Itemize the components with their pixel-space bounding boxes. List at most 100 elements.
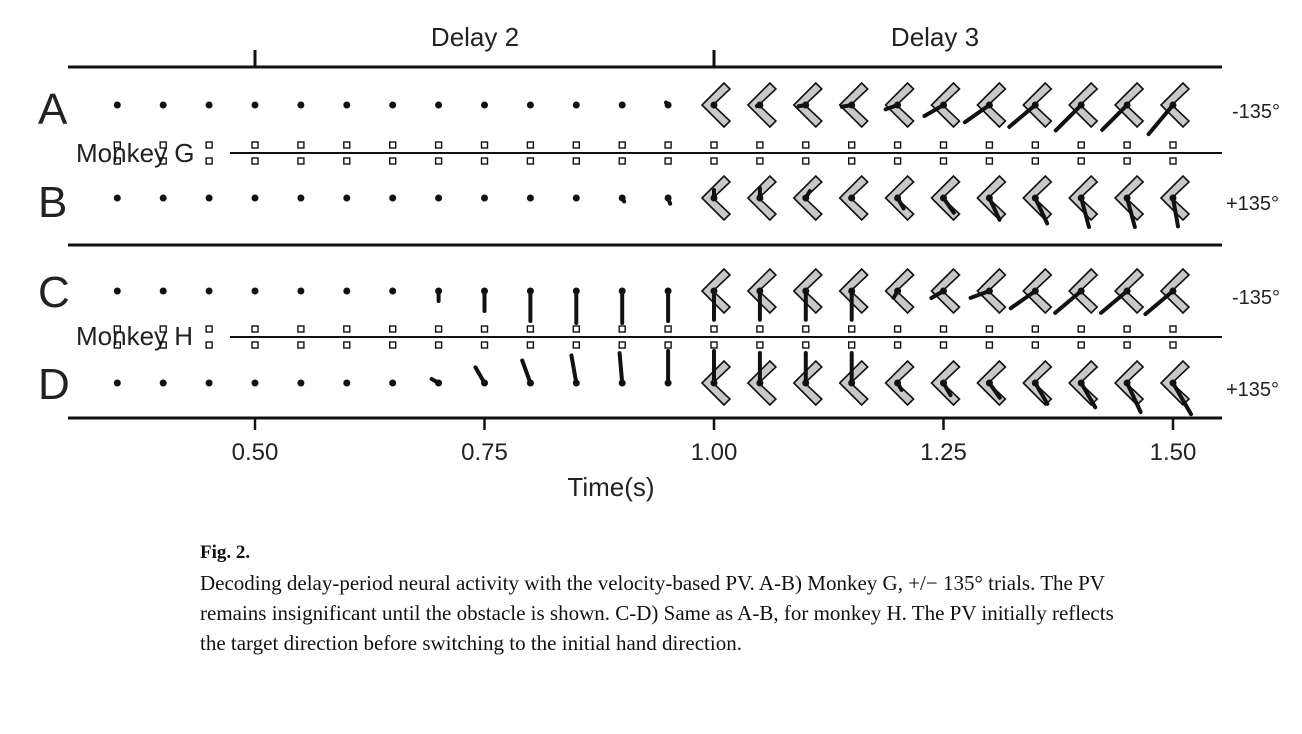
pv-dot — [756, 101, 764, 109]
pv-marks — [113, 81, 1193, 417]
pv-dot — [343, 101, 351, 109]
pv-vector — [1125, 381, 1143, 415]
pv-vector — [1033, 196, 1050, 226]
obstacle-chevron — [1113, 174, 1145, 222]
target-marker — [297, 141, 305, 149]
target-marker — [848, 157, 856, 165]
pv-dot — [894, 101, 902, 109]
pv-dot — [297, 101, 305, 109]
target-marker — [205, 325, 213, 333]
pv-dot — [205, 194, 213, 202]
pv-dot — [389, 101, 397, 109]
target-marker — [389, 141, 397, 149]
panel-row-c — [113, 267, 1191, 325]
pv-vector — [1053, 103, 1084, 133]
obstacle-chevron — [1022, 359, 1053, 407]
pv-dot — [159, 194, 167, 202]
caption-title: Fig. 2. — [200, 542, 251, 563]
panel-letter-a: A — [38, 85, 68, 134]
pv-dot — [1077, 379, 1085, 387]
pv-dot — [1123, 101, 1131, 109]
target-marker — [113, 341, 122, 349]
pv-vector — [987, 196, 1002, 222]
x-axis-label: Time(s) — [567, 472, 654, 502]
pv-vector — [617, 351, 625, 385]
pv-dot — [343, 379, 351, 387]
target-marker — [480, 157, 489, 165]
target-marker — [1123, 157, 1131, 165]
pv-dot — [435, 379, 443, 387]
target-marker — [159, 341, 167, 349]
target-marker — [526, 341, 535, 349]
panel-letter-c: C — [38, 268, 70, 317]
delay-3-label: Delay 3 — [891, 22, 979, 52]
pv-dot — [664, 379, 672, 387]
obstacle-chevron — [746, 81, 778, 129]
target-marker — [664, 341, 672, 349]
panel-row-a — [113, 81, 1191, 137]
pv-dot — [297, 379, 305, 387]
target-marker — [389, 325, 397, 333]
target-marker — [985, 341, 994, 349]
target-marker — [159, 325, 167, 333]
obstacle-chevron — [930, 81, 961, 129]
target-marker — [664, 157, 672, 165]
pv-dot — [297, 194, 305, 202]
target-marker — [297, 325, 305, 333]
x-axis: 0.50 0.75 1.00 1.25 1.50 — [232, 418, 1197, 466]
x-tick-label: 0.50 — [232, 439, 279, 466]
pv-dot — [802, 194, 810, 202]
target-marker — [434, 325, 443, 333]
obstacle-chevron — [792, 359, 823, 407]
obstacle-chevron — [1113, 81, 1145, 129]
pv-dot — [526, 194, 534, 202]
obstacle-chevron — [930, 267, 961, 315]
obstacle-chevron — [976, 81, 1007, 129]
obstacle-chevron — [838, 174, 869, 222]
obstacle-chevron — [1022, 267, 1053, 315]
pv-dot — [894, 194, 902, 202]
target-marker — [1169, 157, 1177, 165]
pv-dot — [1169, 287, 1177, 295]
target-marker — [251, 157, 259, 165]
angle-label-b: +135° — [1226, 193, 1279, 215]
target-marker — [802, 325, 810, 333]
target-marker — [251, 341, 259, 349]
pv-dot — [756, 287, 764, 295]
target-marker — [526, 325, 535, 333]
pv-vector — [1053, 289, 1084, 315]
pv-vector — [922, 103, 946, 118]
target-marker — [1123, 141, 1131, 149]
pv-dot — [618, 194, 626, 202]
target-marker — [1169, 325, 1177, 333]
x-tick-label: 1.50 — [1150, 439, 1197, 466]
target-marker — [618, 157, 626, 165]
target-marker — [572, 341, 580, 349]
pv-dot — [1169, 194, 1177, 202]
obstacle-chevron — [1159, 174, 1191, 222]
target-marker — [205, 141, 213, 149]
target-marker — [526, 141, 535, 149]
pv-dot — [1123, 194, 1131, 202]
target-marker — [1123, 341, 1131, 349]
target-marker — [756, 325, 764, 333]
obstacle-chevron — [1068, 267, 1099, 315]
pv-dot — [802, 287, 810, 295]
obstacle-chevron — [884, 267, 915, 315]
monkey-g-label: Monkey G — [76, 138, 195, 168]
pv-dot — [481, 287, 488, 295]
obstacle-chevron — [1159, 81, 1191, 129]
pv-dot — [985, 379, 993, 387]
obstacle-chevron — [700, 81, 732, 129]
pv-dot — [526, 379, 534, 387]
x-tick-label: 1.00 — [691, 439, 738, 466]
delay-header: Delay 2 Delay 3 — [68, 22, 1222, 69]
pv-vector — [520, 358, 533, 385]
pv-dot — [1169, 379, 1177, 387]
angle-label-a: -135° — [1232, 101, 1280, 123]
target-marker — [664, 141, 672, 149]
target-marker — [205, 157, 213, 165]
pv-dot — [389, 379, 397, 387]
obstacle-chevron — [884, 81, 915, 129]
angle-label-d: +135° — [1226, 379, 1279, 401]
